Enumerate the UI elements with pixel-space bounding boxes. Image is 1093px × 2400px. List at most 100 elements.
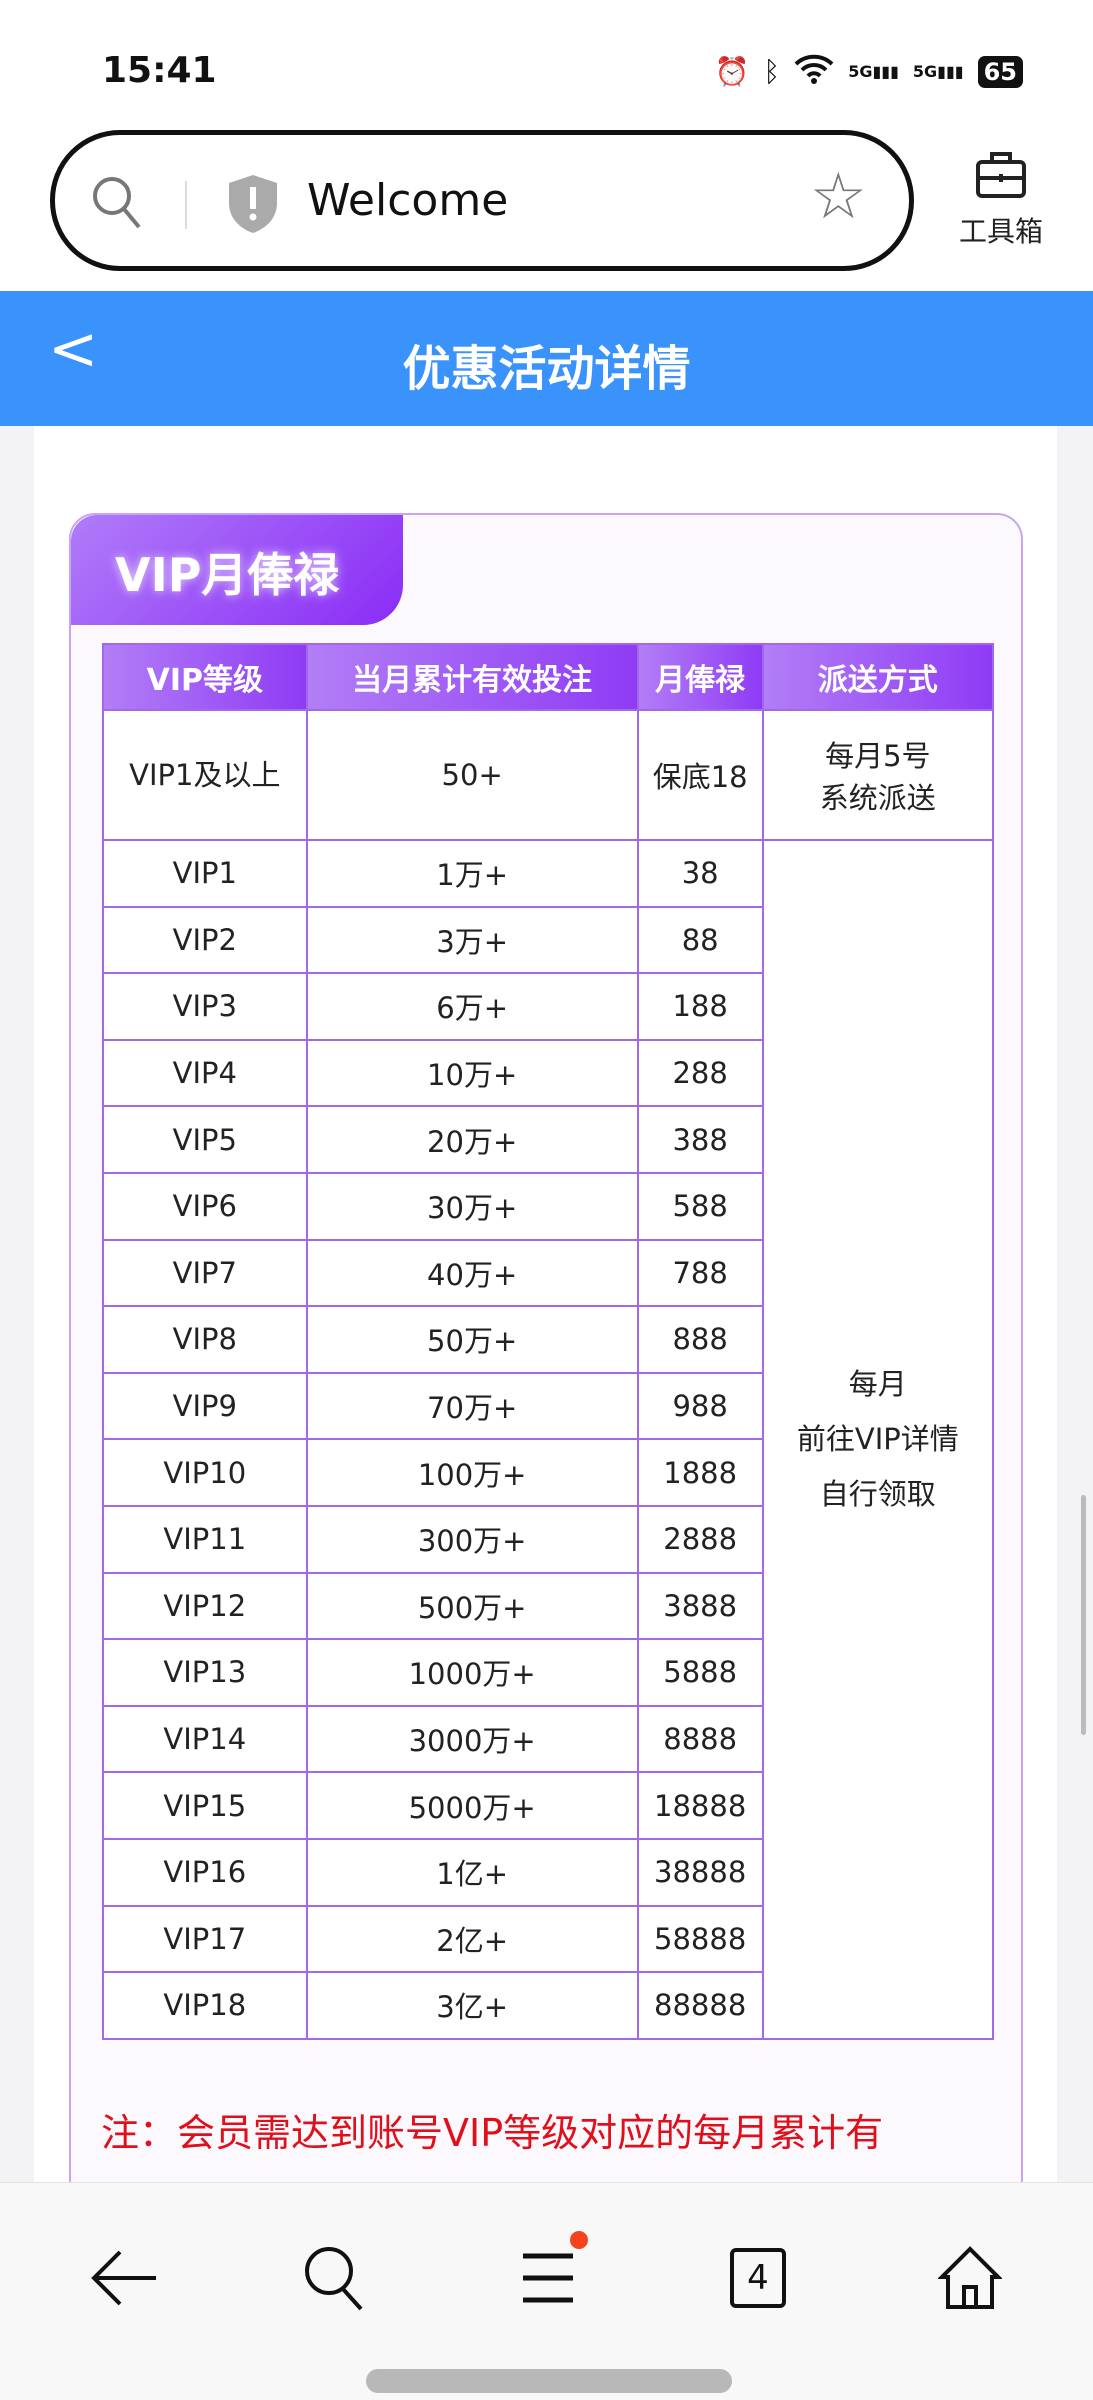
bookmark-star-icon[interactable]: ☆ xyxy=(809,160,867,234)
search-button[interactable] xyxy=(300,2243,370,2313)
delivery-line: 每月 xyxy=(848,1366,907,1401)
page-title-in-address: Welcome xyxy=(307,175,509,226)
scrollbar[interactable] xyxy=(1081,1495,1086,1735)
table-row: VIP14 3000万+ 8888 xyxy=(102,1704,993,1774)
toolbox-icon xyxy=(976,152,1026,198)
back-button[interactable] xyxy=(90,2243,160,2313)
table-row: VIP1 1万+ 38 每月 前往VIP详情 自行领取 xyxy=(102,839,995,2040)
signal-icon-2: 5G▮▮▮ xyxy=(912,62,964,81)
home-icon xyxy=(938,2246,1002,2309)
table-row: VIP12 500万+ 3888 xyxy=(102,1571,993,1641)
home-button[interactable] xyxy=(935,2243,1005,2313)
cell-bet: 30万+ xyxy=(305,1171,639,1241)
cell-salary: 88 xyxy=(636,905,764,975)
bottom-nav: 4 xyxy=(0,2182,1093,2400)
cell-level: VIP14 xyxy=(102,1704,308,1774)
cell-salary: 788 xyxy=(636,1238,764,1308)
page-title: 优惠活动详情 xyxy=(402,341,691,397)
table-row: VIP17 2亿+ 58888 xyxy=(102,1904,993,1974)
cell-bet: 20万+ xyxy=(305,1105,639,1174)
divider xyxy=(185,181,187,229)
bluetooth-icon: ᛒ xyxy=(763,55,781,88)
table-row: VIP2 3万+ 88 xyxy=(102,905,993,975)
cell-delivery: 每月5号系统派送 xyxy=(761,709,995,841)
note-text: 注：会员需达到账号VIP等级对应的每月累计有 xyxy=(101,2111,884,2155)
cell-level: VIP18 xyxy=(102,1971,308,2040)
menu-button[interactable] xyxy=(512,2231,588,2313)
cell-bet: 70万+ xyxy=(305,1371,639,1441)
cell-bet: 500万+ xyxy=(305,1571,639,1641)
toolbox-label: 工具箱 xyxy=(958,215,1043,248)
tab-count-icon: 4 xyxy=(730,2248,786,2308)
cell-bet: 6万+ xyxy=(305,972,639,1041)
cell-salary: 988 xyxy=(636,1371,764,1441)
table-row: VIP10 100万+ 1888 xyxy=(102,1438,993,1507)
cell-salary: 38 xyxy=(636,839,764,908)
cell-salary: 388 xyxy=(636,1105,764,1174)
shield-warning-icon xyxy=(229,175,277,233)
table-row: VIP15 5000万+ 18888 xyxy=(102,1771,993,1840)
home-indicator[interactable] xyxy=(366,2369,732,2393)
cell-bet: 300万+ xyxy=(305,1504,639,1574)
vip-salary-table: VIP等级 当月累计有效投注 月俸禄 派送方式 VIP1及以上 50+ 保底18… xyxy=(102,643,995,2040)
table-row: VIP11 300万+ 2888 xyxy=(102,1504,993,1574)
cell-bet: 40万+ xyxy=(305,1238,639,1308)
clock: 15:41 xyxy=(102,50,217,91)
delivery-line: 自行领取 xyxy=(819,1476,936,1511)
wifi-icon xyxy=(794,52,834,91)
cell-salary: 5888 xyxy=(636,1638,764,1707)
table-row: VIP16 1亿+ 38888 xyxy=(102,1837,993,1907)
cell-bet: 1000万+ xyxy=(305,1638,639,1707)
col-header-salary: 月俸禄 xyxy=(636,643,764,711)
menu-icon xyxy=(523,2253,573,2303)
address-bar[interactable]: Welcome ☆ xyxy=(50,130,914,271)
cell-level: VIP4 xyxy=(102,1038,308,1108)
cell-level: VIP11 xyxy=(102,1504,308,1574)
cell-level: VIP12 xyxy=(102,1571,308,1641)
table-row: VIP6 30万+ 588 xyxy=(102,1171,993,1241)
signal-icon: 5G▮▮▮ xyxy=(848,62,899,81)
table-row: VIP3 6万+ 188 xyxy=(102,972,993,1041)
cell-bet: 3万+ xyxy=(305,905,639,975)
cell-level: VIP3 xyxy=(102,972,308,1041)
cell-level: VIP2 xyxy=(102,905,308,975)
cell-level: VIP5 xyxy=(102,1105,308,1174)
delivery-line: 每月5号 xyxy=(825,739,931,773)
col-header-bet: 当月累计有效投注 xyxy=(305,643,639,711)
page-header: < 优惠活动详情 xyxy=(0,291,1093,426)
cell-level: VIP6 xyxy=(102,1171,308,1241)
delivery-line: 前往VIP详情 xyxy=(796,1421,959,1456)
cell-bet: 50万+ xyxy=(305,1305,639,1374)
search-icon xyxy=(305,2247,363,2311)
cell-level: VIP8 xyxy=(102,1305,308,1374)
cell-salary: 888 xyxy=(636,1305,764,1374)
cell-level: VIP17 xyxy=(102,1904,308,1974)
cell-level: VIP10 xyxy=(102,1438,308,1507)
delivery-line: 系统派送 xyxy=(819,781,936,815)
cell-bet: 100万+ xyxy=(305,1438,639,1507)
col-header-delivery: 派送方式 xyxy=(761,643,995,711)
cell-level: VIP7 xyxy=(102,1238,308,1308)
tabs-button[interactable]: 4 xyxy=(723,2243,793,2313)
cell-bet: 2亿+ xyxy=(305,1904,639,1974)
table-row: VIP9 70万+ 988 xyxy=(102,1371,993,1441)
table-row: VIP4 10万+ 288 xyxy=(102,1038,993,1108)
cell-bet: 1亿+ xyxy=(305,1837,639,1907)
cell-salary: 1888 xyxy=(636,1438,764,1507)
toolbox-button[interactable]: 工具箱 xyxy=(946,150,1056,250)
cell-salary: 288 xyxy=(636,1038,764,1108)
table-row: VIP18 3亿+ 88888 xyxy=(102,1971,993,2040)
cell-bet: 3000万+ xyxy=(305,1704,639,1774)
cell-level: VIP16 xyxy=(102,1837,308,1907)
status-bar: 15:41 ⏰ ᛒ 5G▮▮▮ 5G▮▮▮ 65 xyxy=(0,0,1093,130)
cell-salary: 188 xyxy=(636,972,764,1041)
back-chevron-icon[interactable]: < xyxy=(48,314,99,384)
cell-bet: 3亿+ xyxy=(305,1971,639,2040)
cell-salary: 2888 xyxy=(636,1504,764,1574)
cell-level: VIP1及以上 xyxy=(102,709,308,841)
cell-level: VIP9 xyxy=(102,1371,308,1441)
table-row: VIP7 40万+ 788 xyxy=(102,1238,993,1308)
cell-salary: 18888 xyxy=(636,1771,764,1840)
cell-salary: 88888 xyxy=(636,1971,764,2040)
cell-monthly-delivery: 每月前往VIP详情 自行领取 xyxy=(761,839,995,2040)
